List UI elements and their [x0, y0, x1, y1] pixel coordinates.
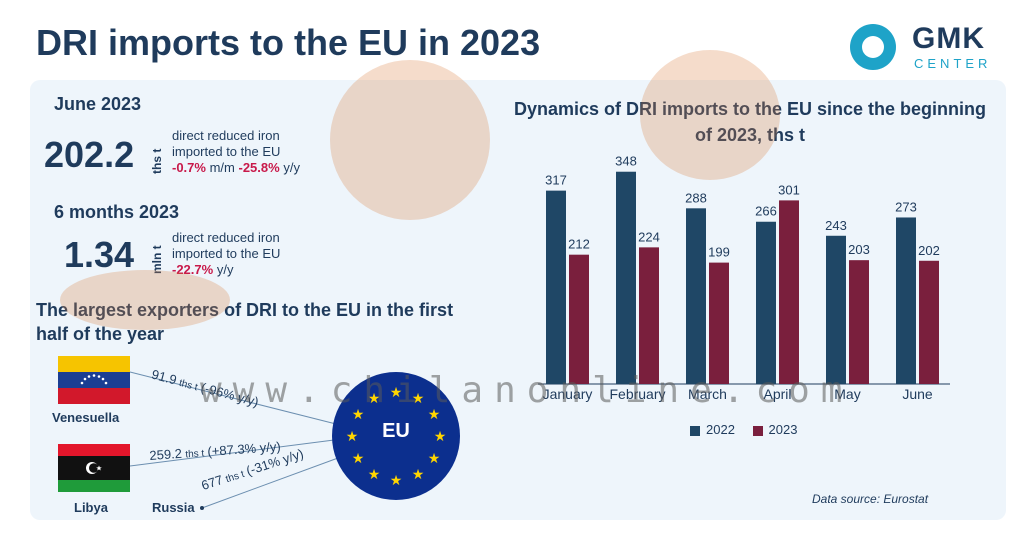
- bar-2022-january: [546, 190, 566, 384]
- eu-star-icon: ★: [427, 450, 441, 466]
- bar-label-2022-may: 243: [825, 218, 847, 233]
- june-value: 202.2: [44, 134, 135, 175]
- bar-label-2023-june: 202: [918, 243, 940, 258]
- chart-legend: 2022 2023: [690, 422, 797, 437]
- bar-label-2022-february: 348: [615, 154, 637, 169]
- libya-flag-icon: [58, 444, 130, 492]
- page-title: DRI imports to the EU in 2023: [36, 22, 541, 63]
- bar-2023-may: [849, 260, 869, 384]
- bar-label-2022-january: 317: [545, 173, 567, 188]
- x-tick-label-march: March: [688, 386, 727, 402]
- june-heading: June 2023: [54, 94, 142, 114]
- june-mm-value: -0.7%: [172, 160, 206, 175]
- june-desc-line1: direct reduced iron: [172, 128, 280, 143]
- watermark-blob: [640, 50, 780, 180]
- logo-word: GMK: [912, 22, 985, 55]
- eu-star-icon: ★: [351, 450, 365, 466]
- eu-star-icon: ★: [367, 390, 381, 406]
- eu-star-icon: ★: [389, 384, 403, 400]
- flow-line-russia: [201, 457, 339, 509]
- watermark-text: www.chilanonline.com: [200, 370, 854, 411]
- six-months-yy-label: y/y: [216, 262, 234, 277]
- bar-2023-february: [639, 247, 659, 384]
- watermark-blob: [60, 270, 230, 330]
- flow-line-libya: [129, 439, 335, 467]
- country-label-russia: Russia: [152, 500, 195, 515]
- six-months-changes: -22.7% y/y: [172, 262, 280, 278]
- six-months-yy-value: -22.7%: [172, 262, 214, 277]
- bar-2023-june: [919, 260, 939, 384]
- six-months-heading: 6 months 2023: [54, 202, 180, 222]
- june-yy-label: y/y: [283, 160, 300, 175]
- legend-item-2022: 2022: [690, 422, 735, 437]
- bar-2022-june: [896, 217, 916, 384]
- logo-ring-icon: [850, 24, 896, 70]
- legend-label-2023: 2023: [768, 422, 798, 437]
- bar-label-2022-june: 273: [895, 199, 917, 214]
- legend-swatch-2023: [752, 425, 763, 436]
- eu-label: EU: [382, 420, 410, 442]
- data-source: Data source: Eurostat: [812, 492, 929, 506]
- bar-label-2022-april: 266: [755, 204, 777, 219]
- country-label-libya: Libya: [74, 500, 108, 515]
- x-tick-label-may: May: [834, 386, 860, 402]
- june-desc-line2: imported to the EU: [172, 144, 281, 159]
- gmk-logo: GMK CENTER: [850, 22, 1010, 74]
- bar-label-2023-march: 199: [708, 245, 730, 260]
- june-mm-label: m/m: [209, 160, 235, 175]
- eu-star-icon: ★: [345, 428, 359, 444]
- x-tick-label-april: April: [763, 386, 791, 402]
- eu-star-icon: ★: [351, 406, 365, 422]
- eu-star-icon: ★: [427, 406, 441, 422]
- country-label-venezuela: Venesuella: [52, 410, 120, 425]
- x-tick-label-february: February: [609, 386, 665, 402]
- six-months-value: 1.34: [64, 234, 135, 275]
- bar-2023-january: [569, 254, 589, 384]
- eu-star-icon: ★: [433, 428, 447, 444]
- venezuela-flag-icon: [58, 356, 130, 404]
- legend-item-2023: 2023: [752, 422, 798, 437]
- watermark-blob: [330, 60, 490, 220]
- bar-label-2023-january: 212: [568, 237, 590, 252]
- eu-star-icon: ★: [367, 466, 381, 482]
- bar-label-2023-april: 301: [778, 182, 800, 197]
- legend-label-2022: 2022: [706, 422, 735, 437]
- eu-star-icon: ★: [411, 390, 425, 406]
- bar-2023-april: [779, 200, 799, 384]
- russia-dot: [200, 506, 204, 510]
- june-description: direct reduced iron imported to the EU -…: [172, 128, 300, 176]
- bar-2022-february: [616, 171, 636, 384]
- six-months-description: direct reduced iron imported to the EU -…: [172, 230, 280, 278]
- x-tick-label-january: January: [543, 386, 593, 402]
- bar-2022-march: [686, 208, 706, 384]
- logo-subword: CENTER: [914, 56, 992, 71]
- flow-line-venezuela: [129, 371, 337, 425]
- six-months-desc-line2: imported to the EU: [172, 246, 281, 261]
- june-changes: -0.7% m/m -25.8% y/y: [172, 160, 300, 176]
- legend-swatch-2022: [690, 425, 700, 436]
- bar-2023-march: [709, 262, 729, 384]
- eu-star-icon: ★: [389, 472, 403, 488]
- exporters-heading: The largest exporters of DRI to the EU i…: [36, 300, 454, 344]
- chart-title: Dynamics of DRI imports to the EU since …: [513, 99, 987, 145]
- eu-circle: [332, 372, 460, 500]
- june-yy-value: -25.8%: [238, 160, 280, 175]
- bar-label-2023-may: 203: [848, 242, 870, 257]
- bar-2022-may: [826, 235, 846, 384]
- bar-label-2022-march: 288: [685, 190, 707, 205]
- six-months-desc-line1: direct reduced iron: [172, 230, 280, 245]
- x-tick-label-june: June: [902, 386, 933, 402]
- eu-star-icon: ★: [411, 466, 425, 482]
- bar-2022-april: [756, 221, 776, 384]
- bar-label-2023-february: 224: [638, 229, 660, 244]
